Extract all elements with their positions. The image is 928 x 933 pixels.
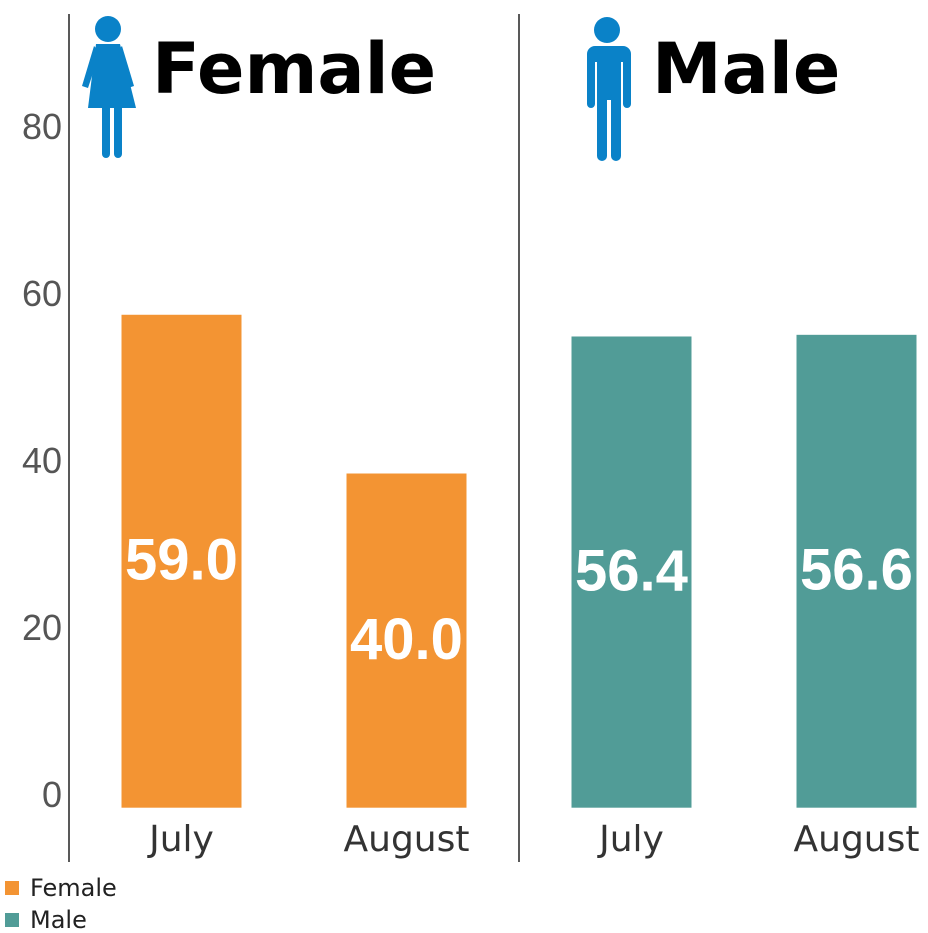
bar (121, 314, 242, 808)
bar (796, 334, 917, 808)
value-label: 56.6 (800, 538, 913, 603)
legend-label: Male (30, 906, 87, 933)
male-icon (587, 17, 631, 161)
value-label: 56.4 (575, 538, 688, 603)
legend-swatch (5, 913, 19, 927)
x-tick-label: August (794, 819, 920, 860)
panel-title: Male (652, 28, 840, 110)
x-tick-label: August (344, 819, 470, 860)
value-label: 59.0 (125, 528, 238, 593)
y-tick-label: 60 (22, 273, 62, 314)
legend-swatch (5, 881, 19, 895)
x-tick-label: July (147, 819, 214, 860)
bar (346, 473, 467, 808)
y-tick-label: 80 (22, 106, 62, 147)
x-tick-label: July (597, 819, 664, 860)
bar (571, 336, 692, 808)
panel-title: Female (152, 28, 436, 110)
legend-label: Female (30, 874, 117, 902)
y-tick-label: 0 (42, 774, 62, 815)
y-tick-label: 20 (22, 607, 62, 648)
value-label: 40.0 (350, 607, 463, 672)
female-icon (82, 16, 136, 158)
y-tick-label: 40 (22, 440, 62, 481)
